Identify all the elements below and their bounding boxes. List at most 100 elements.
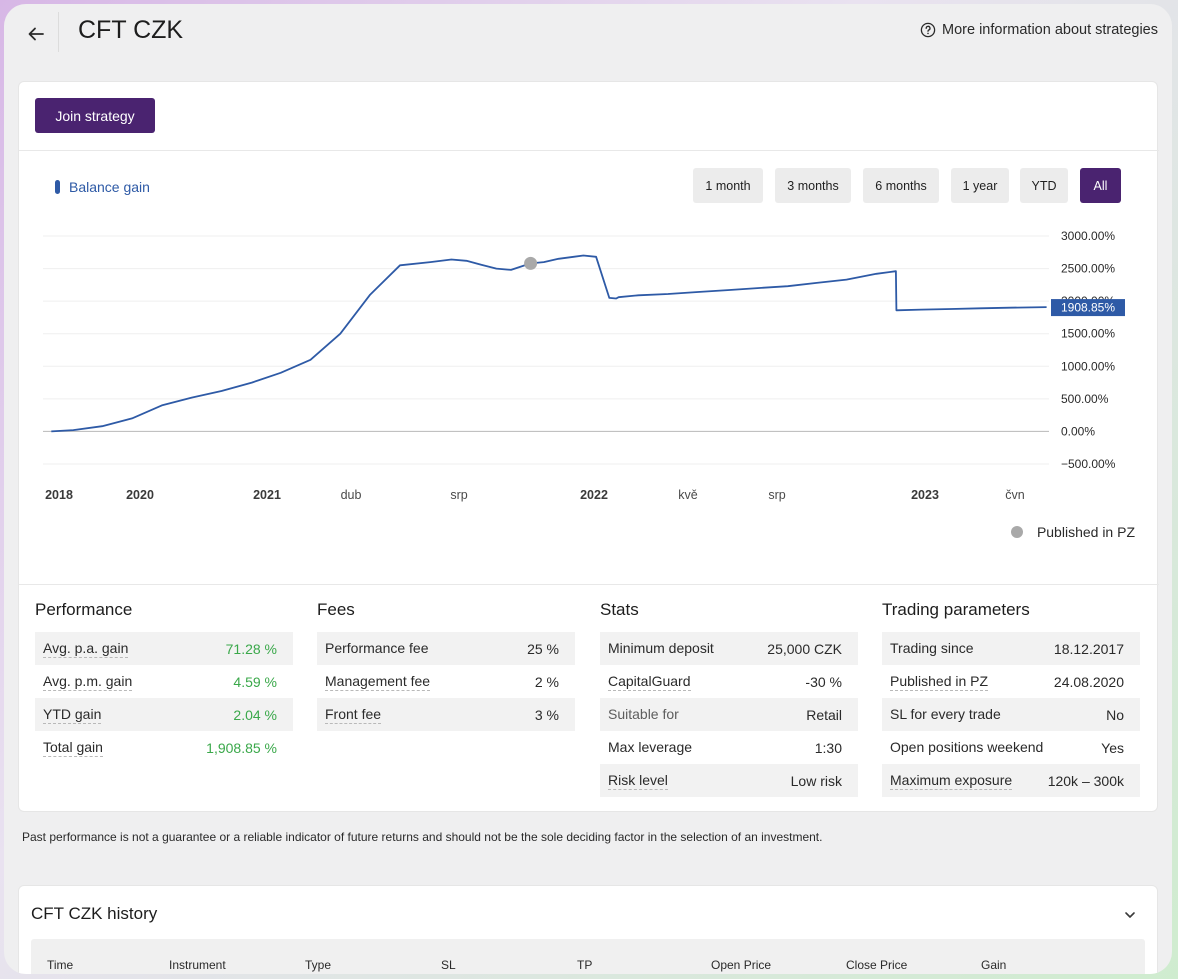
x-tick-label: 2020: [126, 488, 154, 502]
stat-label[interactable]: CapitalGuard: [608, 672, 691, 691]
range-1-year-button[interactable]: 1 year: [951, 168, 1009, 203]
x-tick-label: čvn: [1005, 488, 1025, 502]
x-tick-label: 2023: [911, 488, 939, 502]
stat-row: Minimum deposit 25,000 CZK: [600, 632, 858, 665]
y-tick-label: −500.00%: [1061, 457, 1116, 471]
more-info-label: More information about strategies: [942, 22, 1158, 38]
y-tick-label: 1000.00%: [1061, 359, 1115, 373]
stat-value: 1:30: [814, 739, 842, 756]
range-6-months-button[interactable]: 6 months: [863, 168, 939, 203]
stat-value: 120k – 300k: [1047, 772, 1124, 789]
range-all-button[interactable]: All: [1080, 168, 1121, 203]
stat-value: 24.08.2020: [1053, 673, 1124, 690]
stat-value: 18.12.2017: [1053, 640, 1124, 657]
published-marker-icon: [1010, 526, 1023, 538]
stat-value: 2.04 %: [233, 706, 277, 723]
stat-value: 1,908.85 %: [206, 739, 277, 756]
stat-label: Max leverage: [608, 739, 693, 755]
chevron-down-icon[interactable]: [1123, 908, 1137, 922]
y-tick-label: 0.00%: [1061, 424, 1095, 438]
stat-value: 71.28 %: [225, 640, 277, 657]
stat-row: Front fee 3 %: [317, 698, 575, 731]
balance-gain-chart[interactable]: 3000.00%2500.00%2000.00%1500.00%1000.00%…: [19, 222, 1159, 512]
stat-label: Minimum deposit: [608, 640, 714, 656]
stat-value: Retail: [806, 706, 842, 723]
column-header-time[interactable]: Time: [47, 958, 74, 972]
stat-value: 2 %: [534, 673, 559, 690]
stat-label[interactable]: Maximum exposure: [890, 771, 1013, 790]
section-title: Stats: [600, 600, 639, 619]
column-header-gain[interactable]: Gain: [981, 958, 1007, 972]
published-legend: Published in PZ: [1010, 524, 1135, 540]
column-header-sl[interactable]: SL: [441, 958, 456, 972]
stat-value: No: [1106, 706, 1124, 723]
strategy-card: Join strategy Balance gain 1 month 3 mon…: [18, 81, 1159, 812]
column-header-tp[interactable]: TP: [577, 958, 593, 972]
history-table-header: Time Instrument Type SL TP Open Price Cl…: [31, 939, 1145, 974]
column-header-type[interactable]: Type: [305, 958, 332, 972]
stat-row: Management fee 2 %: [317, 665, 575, 698]
series-line: [51, 254, 1047, 433]
fees-section: Fees Performance fee 25 % Management fee 2…: [317, 600, 575, 731]
published-legend-label: Published in PZ: [1036, 524, 1135, 540]
back-button[interactable]: [20, 18, 52, 50]
stat-row: Open positions weekend Yes: [882, 731, 1140, 764]
stat-row: Risk level Low risk: [600, 764, 858, 797]
disclaimer-text: Past performance is not a guarantee or a…: [22, 830, 823, 844]
stat-label: SL for every trade: [890, 706, 1001, 722]
trading-parameters-section: Trading parameters Trading since 18.12.20…: [882, 600, 1140, 797]
history-title: CFT CZK history: [31, 904, 158, 923]
stat-value: 25 %: [527, 640, 559, 657]
arrow-left-icon: [28, 27, 44, 41]
stat-label[interactable]: Management fee: [325, 672, 431, 691]
x-tick-label: srp: [768, 488, 785, 502]
stat-label[interactable]: Avg. p.a. gain: [43, 639, 129, 658]
column-header-close-price[interactable]: Close Price: [846, 958, 908, 972]
stat-row: Performance fee 25 %: [317, 632, 575, 665]
legend-label: Balance gain: [69, 179, 150, 195]
stat-label[interactable]: Published in PZ: [890, 672, 989, 691]
stat-label[interactable]: Front fee: [325, 705, 382, 724]
divider: [58, 12, 59, 52]
stat-row: Avg. p.m. gain 4.59 %: [35, 665, 293, 698]
legend-swatch: [55, 180, 60, 194]
range-3-months-button[interactable]: 3 months: [775, 168, 851, 203]
stat-row: Suitable for Retail: [600, 698, 858, 731]
range-1-month-button[interactable]: 1 month: [693, 168, 763, 203]
x-tick-label: 2022: [580, 488, 608, 502]
stat-label[interactable]: YTD gain: [43, 705, 102, 724]
published-marker: [524, 256, 538, 270]
join-strategy-button[interactable]: Join strategy: [35, 98, 155, 133]
x-tick-label: dub: [341, 488, 362, 502]
more-info-link[interactable]: More information about strategies: [920, 22, 1158, 38]
stat-label: Performance fee: [325, 640, 429, 656]
stat-row: Avg. p.a. gain 71.28 %: [35, 632, 293, 665]
x-tick-label: 2018: [45, 488, 73, 502]
x-tick-label: 2021: [253, 488, 281, 502]
section-title: Performance: [35, 600, 133, 619]
y-tick-label: 500.00%: [1061, 392, 1109, 406]
section-title: Trading parameters: [882, 600, 1030, 619]
last-value-label: 1908.85%: [1061, 301, 1115, 315]
stat-row: Published in PZ 24.08.2020: [882, 665, 1140, 698]
divider: [19, 584, 1159, 585]
stat-label[interactable]: Risk level: [608, 771, 668, 790]
column-header-instrument[interactable]: Instrument: [169, 958, 226, 972]
range-ytd-button[interactable]: YTD: [1020, 168, 1068, 203]
stat-label[interactable]: Total gain: [43, 738, 103, 757]
stat-value: 4.59 %: [233, 673, 277, 690]
chart-legend[interactable]: Balance gain: [55, 179, 150, 195]
section-title: Fees: [317, 600, 355, 619]
column-header-open-price[interactable]: Open Price: [711, 958, 772, 972]
stat-value: 25,000 CZK: [767, 640, 842, 657]
top-bar: CFT CZK More information about strategie…: [4, 4, 1172, 64]
app-window: CFT CZK More information about strategie…: [4, 4, 1172, 974]
help-circle-icon: [920, 22, 936, 38]
stat-row: SL for every trade No: [882, 698, 1140, 731]
stat-row: Total gain 1,908.85 %: [35, 731, 293, 764]
x-tick-label: kvě: [678, 488, 698, 502]
divider: [19, 150, 1159, 151]
stat-label[interactable]: Avg. p.m. gain: [43, 672, 133, 691]
history-panel: CFT CZK history Time Instrument Type SL …: [18, 885, 1158, 974]
stat-row: Max leverage 1:30: [600, 731, 858, 764]
